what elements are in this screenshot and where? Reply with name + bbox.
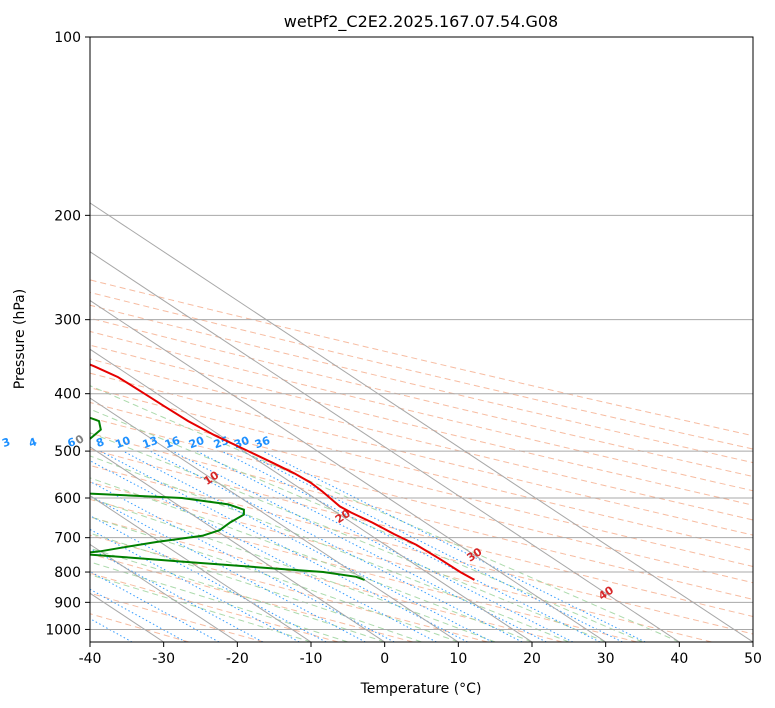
y-tick-label: 300 bbox=[54, 313, 81, 329]
isotherm-line bbox=[90, 251, 680, 642]
moist-adiabat bbox=[90, 574, 312, 642]
dry-adiabat bbox=[90, 330, 753, 492]
x-tick-label: -40 bbox=[79, 651, 102, 667]
background-lines bbox=[90, 37, 753, 642]
isotherm-label: 30 bbox=[464, 545, 484, 564]
dry-adiabat bbox=[90, 317, 753, 478]
dry-adiabat bbox=[90, 387, 753, 552]
isotherm-line bbox=[90, 348, 533, 642]
y-axis-label: Pressure (hPa) bbox=[12, 289, 28, 389]
y-tick-label: 600 bbox=[54, 491, 81, 507]
dry-adiabat bbox=[90, 358, 753, 521]
moist-adiabat bbox=[90, 561, 348, 642]
plot-frame bbox=[89, 36, 754, 643]
mixing-ratio-label: 13 bbox=[141, 434, 160, 451]
mixing-ratio-label: 16 bbox=[163, 434, 182, 452]
mixing-ratio-line bbox=[221, 450, 601, 642]
moist-adiabat bbox=[90, 385, 680, 642]
sounding-series bbox=[90, 363, 475, 581]
isotherm-label: 40 bbox=[596, 583, 616, 602]
x-tick-label: -10 bbox=[300, 651, 323, 667]
isotherm-label: 10 bbox=[201, 468, 221, 487]
mixing-ratio-line bbox=[100, 450, 468, 642]
mixing-ratio-label: 20 bbox=[187, 434, 206, 452]
dry-adiabat bbox=[90, 417, 753, 584]
y-tick-label: 700 bbox=[54, 531, 81, 547]
mixing-ratio-label: 3 bbox=[0, 435, 12, 450]
mixing-ratio-line bbox=[241, 450, 623, 642]
moist-adiabat bbox=[90, 516, 459, 642]
mixing-ratio-label: 25 bbox=[212, 434, 231, 451]
mixing-ratio-line bbox=[172, 450, 547, 642]
mixing-ratio-line bbox=[90, 588, 187, 642]
x-tick-label: 40 bbox=[670, 651, 688, 667]
mixing-ratio-label: 8 bbox=[94, 435, 106, 450]
dry-adiabat bbox=[90, 481, 712, 642]
dry-adiabat bbox=[90, 291, 753, 450]
temperature-line bbox=[90, 363, 475, 581]
y-tick-label: 900 bbox=[54, 595, 81, 611]
moist-adiabat bbox=[90, 432, 606, 642]
mixing-ratio-label: 36 bbox=[253, 434, 272, 452]
isotherm-label: 20 bbox=[333, 507, 353, 526]
isotherm-line bbox=[90, 299, 606, 642]
isotherm-line bbox=[90, 543, 238, 642]
y-tick-label: 200 bbox=[54, 208, 81, 224]
mixing-ratio-labels: 0.10.20.40.611.52346810131620253036 bbox=[0, 434, 272, 452]
dry-adiabat bbox=[90, 448, 753, 617]
axes: -40 -30 -20 -10 0 10 20 30 40 50 100 200 300 400 500 60… bbox=[45, 30, 762, 667]
dewpoint-line bbox=[90, 416, 365, 581]
dry-adiabat bbox=[90, 279, 753, 437]
y-tick-label: 500 bbox=[54, 444, 81, 460]
isotherm-line bbox=[90, 446, 385, 642]
y-tick-label: 800 bbox=[54, 565, 81, 581]
y-tick-label: 1000 bbox=[45, 622, 81, 638]
x-tick-label: 30 bbox=[597, 651, 615, 667]
dry-adiabat bbox=[90, 464, 753, 635]
y-tick-label: 100 bbox=[54, 30, 81, 46]
dry-adiabat bbox=[90, 572, 339, 642]
mixing-ratio-line bbox=[196, 450, 574, 642]
mixing-ratio-label: 6 bbox=[66, 435, 78, 450]
isotherm-line bbox=[90, 397, 459, 642]
x-tick-label: 50 bbox=[744, 651, 762, 667]
x-tick-label: 0 bbox=[380, 651, 389, 667]
moist-adiabat bbox=[90, 455, 569, 642]
mixing-ratio-line bbox=[90, 570, 220, 642]
mixing-ratio-line bbox=[90, 528, 300, 642]
chart-title: wetPf2_C2E2.2025.167.07.54.G08 bbox=[284, 12, 558, 32]
moist-adiabat bbox=[90, 477, 533, 642]
mixing-ratio-line bbox=[90, 460, 437, 642]
mixing-ratio-label: 10 bbox=[113, 434, 132, 452]
dry-adiabat bbox=[90, 304, 753, 464]
dry-adiabat bbox=[90, 592, 264, 642]
dry-adiabat bbox=[90, 372, 753, 536]
x-tick-label: 10 bbox=[449, 651, 467, 667]
y-tick-label: 400 bbox=[54, 387, 81, 403]
x-tick-label: -30 bbox=[152, 651, 175, 667]
moist-adiabat bbox=[90, 408, 643, 642]
x-tick-label: 20 bbox=[523, 651, 541, 667]
moist-adiabat bbox=[90, 532, 422, 642]
dry-adiabat bbox=[90, 432, 753, 600]
isotherm-line bbox=[90, 202, 753, 642]
mixing-ratio-label: 4 bbox=[27, 435, 39, 450]
dry-adiabat bbox=[90, 534, 488, 642]
x-tick-label: -20 bbox=[226, 651, 249, 667]
dry-adiabat bbox=[90, 498, 638, 642]
x-axis-label: Temperature (°C) bbox=[360, 681, 482, 697]
dry-adiabat bbox=[90, 344, 753, 506]
dry-adiabat bbox=[90, 401, 753, 568]
